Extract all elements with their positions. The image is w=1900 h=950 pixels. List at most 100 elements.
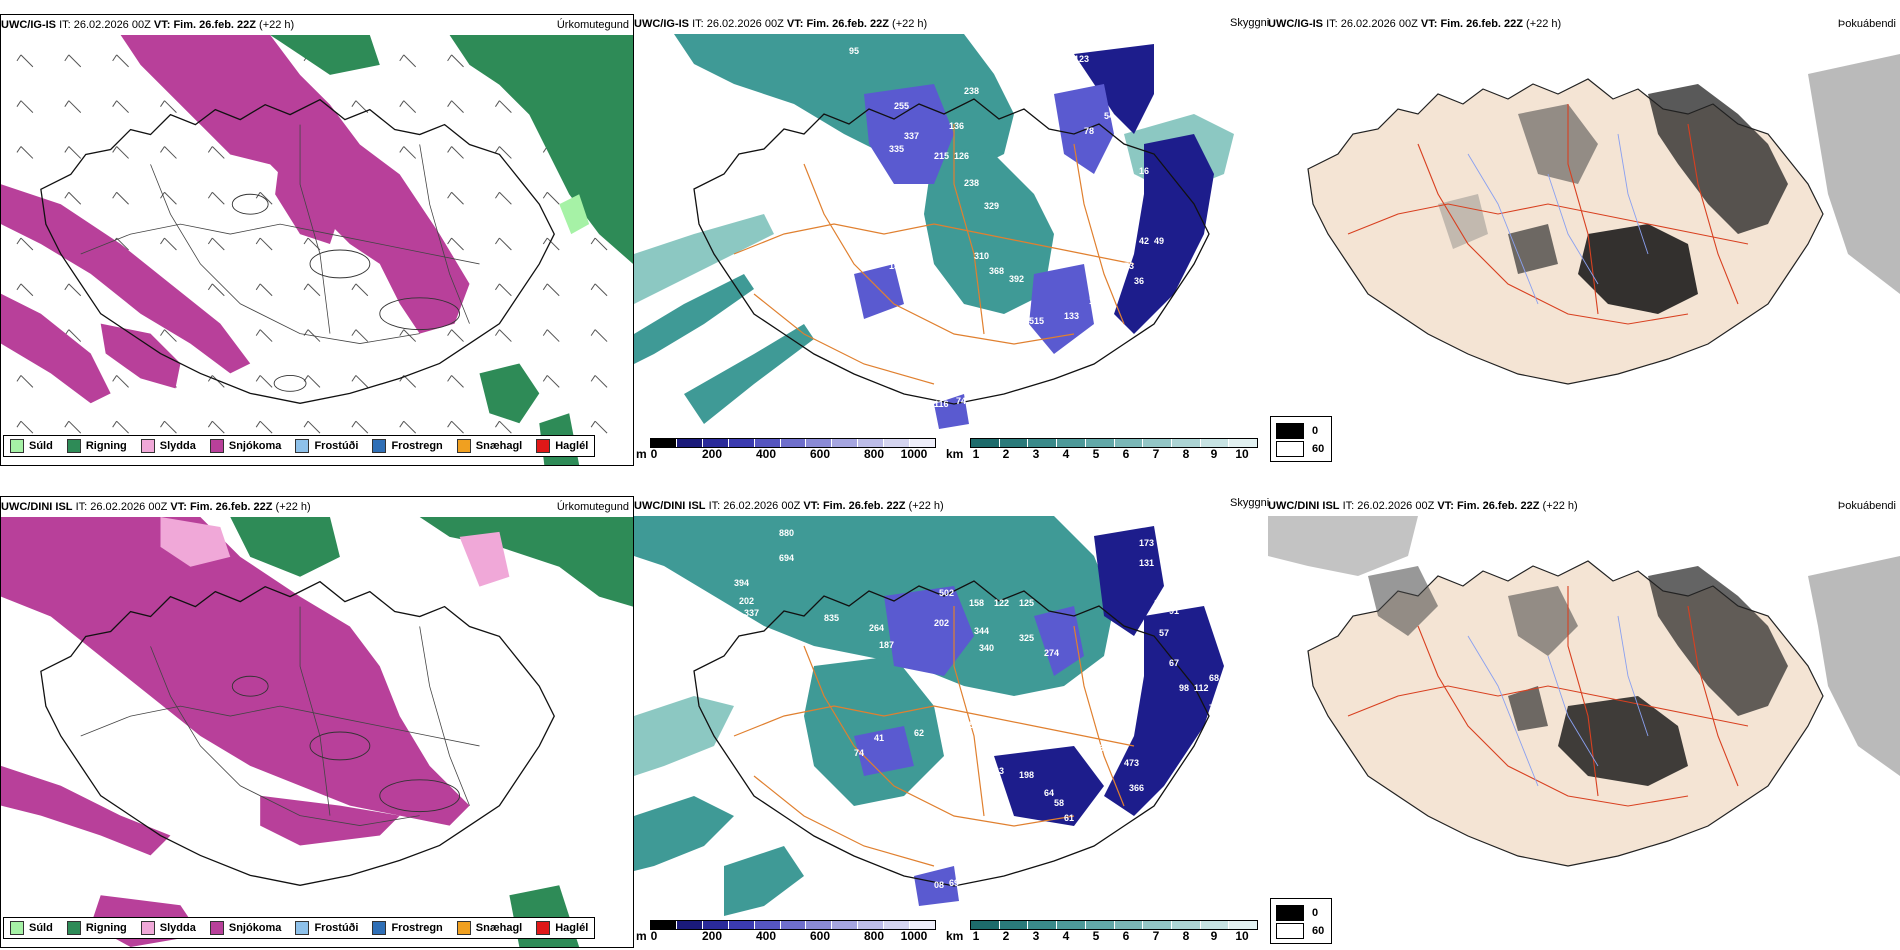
visibility-area — [634, 516, 1114, 696]
legend-swatch — [140, 921, 155, 935]
wind-barb — [207, 146, 225, 159]
wind-barb — [16, 420, 34, 434]
wind-barb — [542, 375, 560, 388]
wind-barb — [590, 420, 608, 434]
wind-barb — [64, 283, 82, 297]
wind-barb — [542, 283, 560, 297]
cloudbase-colorbar: m 0 200 400 600 800 1000 — [634, 438, 936, 466]
cloudbase-label: 274 — [1044, 648, 1059, 658]
cloudbase-label: 91 — [1169, 606, 1179, 616]
cloudbase-area — [1034, 606, 1084, 676]
fog-legend-label: 0 — [1312, 907, 1319, 919]
cloudbase-label: 198 — [1019, 770, 1034, 780]
colorbar-swatch — [702, 921, 729, 929]
wind-barb — [16, 283, 34, 297]
fog-map — [1268, 516, 1900, 948]
colorbar-tick: 0 — [650, 929, 658, 943]
legend-label: Rigning — [85, 440, 127, 452]
colorbar-tick: 200 — [701, 929, 723, 943]
colorbar-swatch — [1114, 439, 1144, 447]
legend-item: Haglél — [536, 921, 588, 935]
colorbar-swatch — [780, 921, 807, 929]
rain-area — [479, 363, 540, 424]
fog-legend-label: 0 — [1312, 425, 1319, 437]
colorbar-swatch — [651, 921, 677, 929]
colorbar-swatch — [910, 439, 935, 447]
wind-barb — [112, 54, 129, 68]
cloudbase-label: 264 — [869, 623, 884, 633]
rain-area — [270, 35, 380, 75]
wind-barb — [447, 329, 464, 342]
precip-map — [1, 517, 633, 947]
legend-swatch — [209, 921, 224, 935]
wind-barb — [495, 191, 512, 205]
colorbar-tick: 5 — [1092, 447, 1100, 461]
wind-barb — [399, 54, 417, 68]
cloudbase-label: 694 — [779, 553, 794, 563]
cloudbase-area — [1074, 44, 1154, 134]
valid-time: Fim. 26.feb. 22Z — [806, 18, 889, 30]
cloudbase-area — [1104, 606, 1224, 816]
cloudbase-label: 95 — [849, 46, 859, 56]
visibility-area — [634, 274, 754, 364]
cloudbase-label: 112 — [1194, 683, 1209, 693]
legend-item: Snæhagl — [456, 439, 522, 453]
colorbar-tick: 3 — [1032, 929, 1040, 943]
panel-title: Úrkomutegund — [556, 19, 629, 31]
iceland-coastline — [40, 580, 555, 886]
colorbar-swatch — [1028, 439, 1058, 447]
colorbar-swatch — [910, 921, 935, 929]
model-name: UWC/DINI ISL — [1, 501, 73, 513]
cloudbase-label: 57 — [1159, 628, 1169, 638]
colorbar-swatch — [806, 921, 833, 929]
wind-barb — [542, 237, 560, 251]
fog-map-canvas — [1268, 516, 1900, 867]
colorbar-tick: 7 — [1152, 447, 1160, 461]
colorbar-tick: 7 — [1152, 929, 1160, 943]
cloudbase-label: 69 — [949, 878, 959, 888]
wind-barb — [16, 54, 34, 68]
cloudbase-label: 193 — [1089, 743, 1104, 753]
cloudbase-label: 47 — [1014, 118, 1024, 128]
colorbar-tick: 600 — [809, 929, 831, 943]
snow-area — [100, 323, 181, 389]
cloudbase-label: 681 — [899, 191, 914, 201]
init-label: IT: — [1326, 18, 1338, 30]
cloudbase-label: 132 — [889, 261, 904, 271]
colorbar-swatch — [728, 439, 755, 447]
fog-area — [1558, 696, 1688, 786]
colorbar-swatch — [858, 439, 885, 447]
cloudbase-label: 158 — [969, 598, 984, 608]
fog-legend-label: 60 — [1312, 925, 1325, 937]
fog-legend-swatch — [1276, 905, 1304, 921]
iceland-coastline — [693, 580, 1210, 887]
cloudbase-area — [854, 264, 904, 319]
wind-barb — [112, 146, 129, 159]
cloudbase-label: 167 — [1089, 296, 1104, 306]
cloud-visibility-map: 95 238 255 337 136 335 215 126 47 924 108 123 139 54 7… — [634, 34, 1268, 436]
wind-barb — [64, 146, 82, 159]
cloudbase-label: 502 — [939, 588, 954, 598]
valid-label: VT: — [1437, 500, 1454, 512]
legend-item: Rigning — [66, 439, 127, 453]
road-network — [733, 124, 1135, 385]
cloudbase-label: 42 — [1139, 236, 1149, 246]
legend-swatch — [372, 921, 387, 935]
lead-time: (+22 h) — [1526, 18, 1562, 30]
cloudbase-label: 68 — [1209, 673, 1219, 683]
cloudbase-label: 394 — [734, 578, 749, 588]
rain-area — [449, 35, 633, 264]
wind-barb — [303, 375, 321, 388]
cloudbase-label: 41 — [874, 733, 884, 743]
cloudbase-label: 340 — [979, 643, 994, 653]
rain-area — [230, 517, 340, 577]
sleet-area — [160, 517, 231, 567]
cloudbase-area — [914, 866, 959, 906]
cloudbase-label: 325 — [1019, 633, 1034, 643]
cloudbase-label: 123 — [1109, 226, 1124, 236]
legend-swatch — [66, 921, 81, 935]
legend-label: Rigning — [85, 922, 127, 934]
fog-area — [1508, 686, 1548, 731]
cloudbase-colorbar-swatches — [650, 920, 936, 930]
cloudbase-labels: 95 238 255 337 136 335 215 126 47 924 108 123 139 54 7… — [784, 46, 1164, 409]
